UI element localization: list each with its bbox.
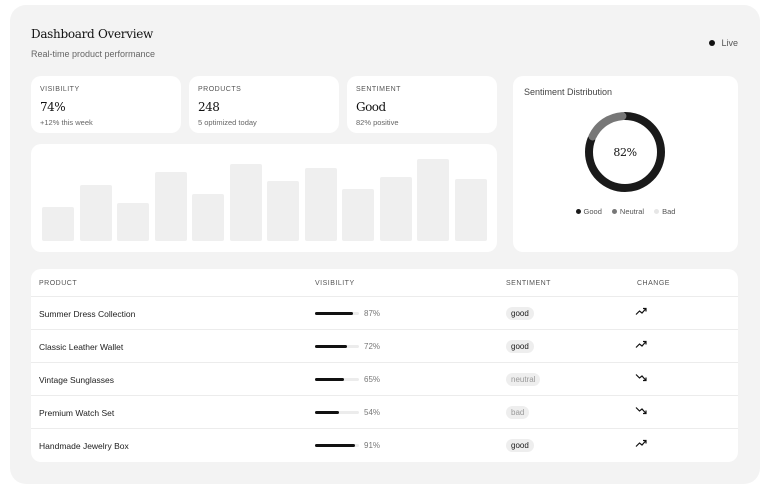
activity-bar-chart [31, 144, 497, 252]
stat-label: SENTIMENT [356, 86, 401, 93]
column-header-product: PRODUCT [39, 280, 78, 287]
live-indicator: Live [709, 38, 738, 48]
legend-dot-icon [575, 209, 581, 214]
stat-value: Good [356, 100, 386, 114]
product-name: Premium Watch Set [39, 408, 115, 418]
stat-subtext: 5 optimized today [198, 118, 257, 127]
donut-center-value: 82% [613, 145, 637, 159]
donut-title: Sentiment Distribution [524, 87, 613, 97]
sentiment-badge: good [506, 307, 534, 320]
chart-bar [79, 185, 112, 241]
live-dot-icon [709, 40, 716, 46]
visibility-percent: 91% [364, 441, 381, 450]
legend-dot-icon [611, 209, 617, 214]
visibility-percent: 72% [364, 342, 381, 351]
visibility-percent: 65% [364, 375, 381, 384]
live-label: Live [721, 38, 738, 48]
trending-up-icon [635, 307, 647, 318]
visibility-percent: 54% [364, 408, 381, 417]
trending-down-icon [635, 406, 647, 417]
legend-item-bad: Bad [654, 207, 675, 216]
chart-bar [304, 168, 337, 241]
legend-label: Good [583, 207, 602, 216]
page-header: Dashboard Overview Real-time product per… [31, 27, 155, 59]
legend-dot-icon [654, 209, 660, 214]
stat-value: 248 [198, 100, 220, 114]
visibility-bar [315, 411, 359, 414]
table-row[interactable]: Handmade Jewelry Box 91% good [31, 429, 738, 462]
page-title: Dashboard Overview [31, 27, 154, 41]
trending-down-icon [635, 373, 647, 384]
legend-label: Neutral [619, 207, 645, 216]
chart-bar [342, 189, 374, 241]
sentiment-donut-chart [585, 112, 665, 192]
sentiment-badge: neutral [506, 373, 541, 386]
stat-value: 74% [40, 100, 66, 114]
chart-bar [117, 203, 149, 241]
products-table: PRODUCT VISIBILITY SENTIMENT CHANGE Summ… [31, 269, 738, 462]
chart-bar [267, 181, 299, 241]
legend-item-neutral: Neutral [611, 207, 645, 216]
table-row[interactable]: Vintage Sunglasses 65% neutral [31, 363, 738, 396]
chart-bar [192, 194, 224, 241]
visibility-percent: 87% [364, 309, 381, 318]
visibility-bar [315, 312, 359, 315]
chart-bar [379, 177, 412, 241]
table-row[interactable]: Classic Leather Wallet 72% good [31, 330, 738, 363]
product-name: Summer Dress Collection [39, 309, 136, 319]
chart-bar [42, 207, 74, 241]
product-name: Vintage Sunglasses [39, 375, 114, 385]
visibility-bar-fill [315, 378, 344, 381]
page-subtitle: Real-time product performance [31, 49, 156, 59]
sentiment-distribution-card: Sentiment Distribution 82% Good Neutral … [513, 76, 738, 252]
visibility-bar [315, 378, 359, 381]
table-row[interactable]: Premium Watch Set 54% bad [31, 396, 738, 429]
sentiment-badge: good [506, 439, 534, 452]
visibility-bar-fill [315, 444, 356, 447]
stat-subtext: 82% positive [356, 118, 399, 127]
legend-label: Bad [662, 207, 676, 216]
chart-bar [417, 159, 449, 241]
stat-card-visibility: VISIBILITY 74% +12% this week [31, 76, 181, 133]
visibility-bar-fill [315, 411, 339, 414]
visibility-bar-fill [315, 345, 347, 348]
visibility-bar-fill [315, 312, 354, 315]
stat-label: PRODUCTS [198, 86, 242, 93]
chart-bar [154, 172, 187, 241]
column-header-sentiment: SENTIMENT [506, 280, 551, 287]
product-name: Handmade Jewelry Box [39, 441, 129, 451]
trending-up-icon [635, 340, 647, 351]
stat-label: VISIBILITY [40, 86, 80, 93]
stat-card-products: PRODUCTS 248 5 optimized today [189, 76, 339, 133]
column-header-change: CHANGE [637, 280, 670, 287]
trending-up-icon [635, 439, 647, 450]
donut-slice-neutral [585, 112, 665, 192]
dashboard-panel: Dashboard Overview Real-time product per… [10, 5, 760, 484]
chart-bar [454, 179, 487, 241]
visibility-bar [315, 345, 359, 348]
column-header-visibility: VISIBILITY [315, 280, 355, 287]
sentiment-badge: good [506, 340, 534, 353]
table-row[interactable]: Summer Dress Collection 87% good [31, 297, 738, 330]
stat-subtext: +12% this week [40, 118, 93, 127]
chart-bar [229, 164, 262, 241]
visibility-bar [315, 444, 359, 447]
sentiment-badge: bad [506, 406, 530, 419]
table-header: PRODUCT VISIBILITY SENTIMENT CHANGE [31, 269, 738, 297]
legend-item-good: Good [575, 207, 602, 216]
product-name: Classic Leather Wallet [39, 342, 124, 352]
stat-card-sentiment: SENTIMENT Good 82% positive [347, 76, 497, 133]
donut-legend: Good Neutral Bad [513, 207, 738, 216]
